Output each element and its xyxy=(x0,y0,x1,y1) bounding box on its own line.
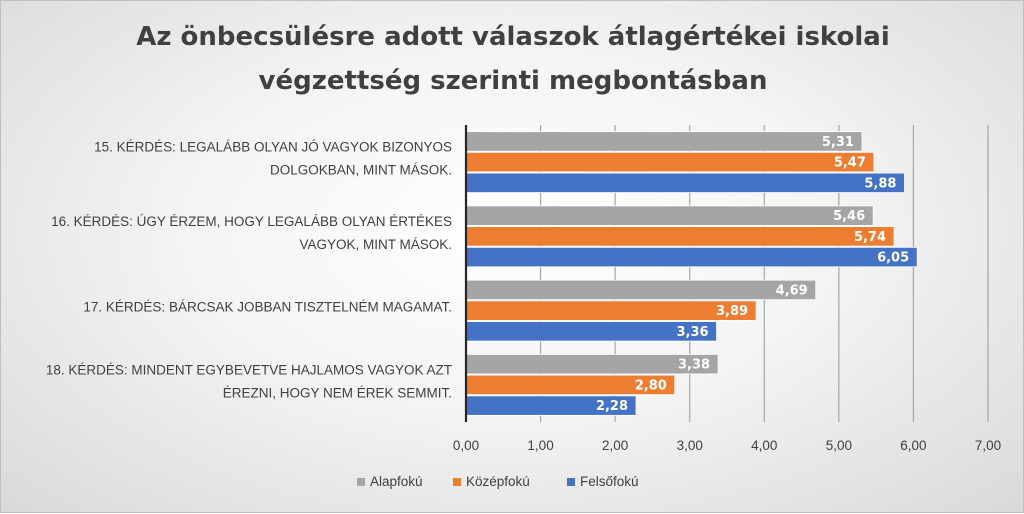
legend-swatch xyxy=(453,478,461,486)
category-label: 18. KÉRDÉS: MINDENT EGYBEVETVE HAJLAMOS … xyxy=(46,362,452,377)
legend-label: Felsőfokú xyxy=(580,474,639,489)
chart-title: Az önbecsülésre adott válaszok átlagérté… xyxy=(1,15,1024,103)
data-label: 5,88 xyxy=(864,176,896,191)
bar xyxy=(465,246,918,268)
data-label: 5,46 xyxy=(833,209,865,224)
data-label: 3,36 xyxy=(676,325,708,340)
x-tick-label: 3,00 xyxy=(677,438,703,453)
data-label: 4,69 xyxy=(776,283,808,298)
data-label: 5,74 xyxy=(854,230,886,245)
data-label: 6,05 xyxy=(877,251,909,266)
category-label: 15. KÉRDÉS: LEGALÁBB OLYAN JÓ VAGYOK BIZ… xyxy=(94,140,452,155)
data-label: 3,38 xyxy=(678,358,710,373)
bar xyxy=(465,279,817,301)
bar xyxy=(465,205,874,226)
legend-label: Középfokú xyxy=(466,474,530,489)
category-label: DOLGOKBAN, MINT MÁSOK. xyxy=(270,163,452,178)
bar xyxy=(465,151,875,173)
x-tick-label: 2,00 xyxy=(602,438,628,453)
data-label: 5,31 xyxy=(822,135,854,150)
x-tick-label: 6,00 xyxy=(900,438,926,453)
x-tick-label: 1,00 xyxy=(527,438,553,453)
bar xyxy=(465,131,863,152)
category-label: ÉREZNI, HOGY NEM ÉREK SEMMIT. xyxy=(223,385,452,400)
category-label: 16. KÉRDÉS: ÚGY ÉRZEM, HOGY LEGALÁBB OLY… xyxy=(51,214,452,229)
x-tick-label: 5,00 xyxy=(826,438,852,453)
data-label: 2,28 xyxy=(596,399,628,414)
data-label: 5,47 xyxy=(834,156,866,171)
legend-swatch xyxy=(567,478,575,486)
x-tick-label: 0,00 xyxy=(453,438,479,453)
bar xyxy=(465,300,757,321)
data-label: 3,89 xyxy=(716,304,748,319)
legend-swatch xyxy=(357,478,365,486)
chart-title-line-2: végzettség szerinti megbontásban xyxy=(258,66,768,96)
x-tick-label: 4,00 xyxy=(751,438,777,453)
category-label: 17. KÉRDÉS: BÁRCSAK JOBBAN TISZTELNÉM MA… xyxy=(83,300,452,315)
category-label: VAGYOK, MINT MÁSOK. xyxy=(299,237,452,252)
x-tick-label: 7,00 xyxy=(975,438,1001,453)
data-label: 2,80 xyxy=(635,378,667,393)
bar xyxy=(465,172,905,193)
chart-title-line-1: Az önbecsülésre adott válaszok átlagérté… xyxy=(136,22,890,52)
bar xyxy=(465,226,895,247)
legend-label: Alapfokú xyxy=(370,474,423,489)
